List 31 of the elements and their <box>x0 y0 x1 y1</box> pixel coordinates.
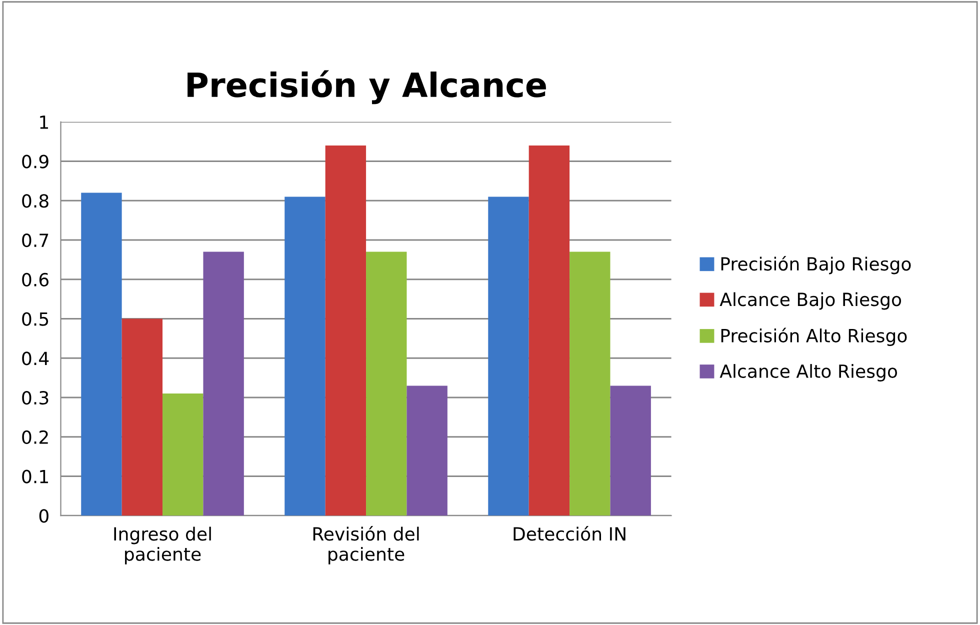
bar <box>325 146 366 516</box>
bar <box>488 196 529 516</box>
bar <box>406 386 448 516</box>
legend-label: Alcance Bajo Riesgo <box>720 292 902 310</box>
legend-label: Precisión Alto Riesgo <box>721 328 907 346</box>
bar <box>122 318 163 516</box>
y-tick-label: 0.9 <box>22 154 48 168</box>
y-tick-label: 0.3 <box>22 390 48 405</box>
bar <box>610 386 651 516</box>
bar <box>162 394 204 516</box>
bar <box>284 196 326 516</box>
legend-label: Precisión Bajo Riesgo <box>721 256 911 274</box>
y-tick-label: 1 <box>40 116 48 129</box>
y-tick-label: 0.6 <box>22 272 49 286</box>
y-tick-label: 0.8 <box>22 194 48 208</box>
bar <box>81 192 122 516</box>
bar <box>366 252 407 516</box>
bar <box>203 252 244 516</box>
y-tick-label: 0.1 <box>22 470 48 484</box>
chart-title: Precisión y Alcance <box>188 70 546 104</box>
x-tick-label: Ingreso del paciente <box>114 526 211 564</box>
x-tick-label: Revisión del paciente <box>313 526 419 564</box>
bar <box>528 146 570 516</box>
y-tick-label: 0.5 <box>22 312 48 326</box>
y-tick-label: 0.2 <box>22 430 48 444</box>
x-tick-label: Detección IN <box>514 526 626 541</box>
legend-label: Alcance Alto Riesgo <box>720 364 898 382</box>
bar <box>570 252 610 516</box>
y-tick-label: 0.7 <box>22 233 48 248</box>
y-tick-label: 0 <box>39 509 48 523</box>
y-tick-label: 0.4 <box>22 352 49 366</box>
